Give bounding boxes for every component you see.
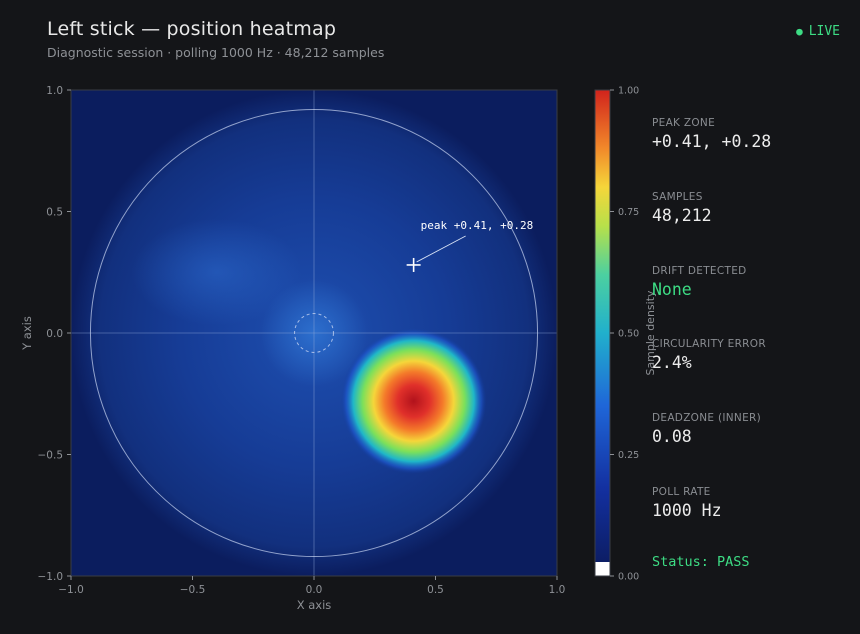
stat-poll-rate: POLL RATE 1000 Hz [652, 486, 722, 520]
live-label: LIVE [808, 24, 840, 39]
annotation-text: peak +0.41, +0.28 [421, 219, 534, 232]
colorbar-label: Sample density [644, 290, 657, 376]
y-tick-label: 0.5 [46, 207, 63, 219]
x-tick-label: 0.5 [427, 584, 444, 596]
x-tick-label: −0.5 [180, 584, 206, 596]
y-tick-label: −1.0 [38, 571, 64, 583]
page-subtitle: Diagnostic session · polling 1000 Hz · 4… [47, 45, 385, 60]
colorbar-tick-label: 0.00 [618, 572, 639, 583]
stat-value: 0.08 [652, 427, 692, 446]
stat-value: None [652, 280, 692, 299]
colorbar-tick-label: 1.00 [618, 86, 639, 97]
stat-label: CIRCULARITY ERROR [652, 338, 766, 350]
annotation-leader [416, 235, 466, 263]
stat-value: 1000 Hz [652, 501, 722, 520]
status-text: Status: PASS [652, 554, 750, 570]
stat-deadzone-inner: DEADZONE (INNER) 0.08 [652, 412, 761, 446]
colorbar-zero-band [595, 562, 610, 576]
stat-peak-zone: PEAK ZONE +0.41, +0.28 [652, 117, 771, 151]
y-axis-label: Y axis [20, 316, 34, 351]
stat-label: PEAK ZONE [652, 117, 716, 129]
stat-samples: SAMPLES 48,212 [652, 191, 712, 225]
stat-label: DEADZONE (INNER) [652, 412, 761, 424]
colorbar [595, 90, 610, 576]
y-tick-label: 0.0 [46, 328, 63, 340]
deadzone-circle [294, 313, 334, 353]
colorbar-tick-label: 0.50 [618, 329, 639, 340]
stat-value: +0.41, +0.28 [652, 132, 772, 151]
stat-value: 2.4% [652, 353, 692, 372]
stat-drift-detected: DRIFT DETECTED None [652, 265, 747, 299]
x-tick-label: 0.0 [306, 584, 323, 596]
live-dot-icon: ● [796, 25, 803, 38]
gate-circle [89, 108, 539, 558]
page-title: Left stick — position heatmap [47, 18, 337, 40]
y-tick-label: −0.5 [38, 450, 64, 462]
secondary-blob [131, 218, 302, 326]
colorbar-tick-label: 0.25 [618, 450, 639, 461]
stat-label: DRIFT DETECTED [652, 265, 747, 277]
x-axis-label: X axis [297, 598, 332, 612]
stat-value: 48,212 [652, 206, 712, 225]
x-tick-label: 1.0 [549, 584, 566, 596]
stat-circularity-error: CIRCULARITY ERROR 2.4% [652, 338, 766, 372]
live-indicator: ● LIVE [796, 24, 840, 39]
stat-label: SAMPLES [652, 191, 703, 203]
colorbar-tick-label: 0.75 [618, 207, 639, 218]
hotspot-peak [340, 328, 487, 474]
x-tick-label: −1.0 [58, 584, 84, 596]
stat-label: POLL RATE [652, 486, 711, 498]
y-tick-label: 1.0 [46, 85, 63, 97]
